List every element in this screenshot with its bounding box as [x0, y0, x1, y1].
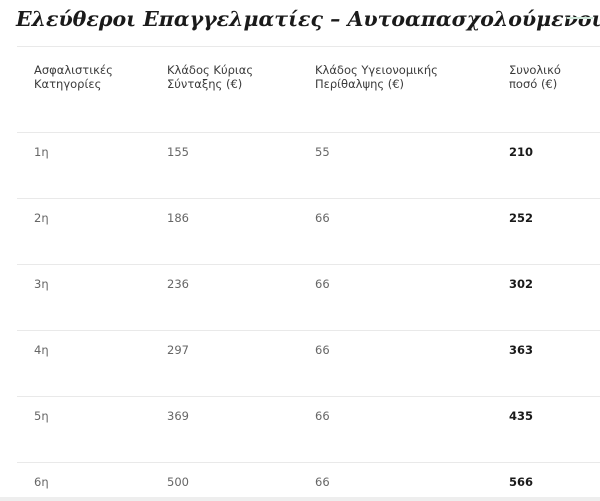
category-cell: 6η [34, 475, 49, 489]
table-row: 2η 186 66 252 [17, 199, 600, 265]
table-row: 5η 369 66 435 [17, 397, 600, 463]
title-decoration-rule [567, 17, 593, 19]
pension-cell: 236 [167, 277, 189, 291]
horizontal-scrollbar[interactable] [0, 497, 600, 501]
total-cell: 566 [509, 475, 534, 489]
header-total-amount: Συνολικό ποσό (€) [509, 63, 561, 91]
category-cell: 1η [34, 145, 49, 159]
table-row: 3η 236 66 302 [17, 265, 600, 331]
table-row: 1η 155 55 210 [17, 133, 600, 199]
header-main-pension: Κλάδος Κύριας Σύνταξης (€) [167, 63, 254, 91]
health-cell: 66 [315, 409, 330, 423]
pension-cell: 297 [167, 343, 189, 357]
header-health-care: Κλάδος Υγειονομικής Περίθαλψης (€) [315, 63, 438, 91]
table-row: 4η 297 66 363 [17, 331, 600, 397]
category-cell: 3η [34, 277, 49, 291]
total-cell: 302 [509, 277, 534, 291]
pension-cell: 369 [167, 409, 189, 423]
pension-cell: 155 [167, 145, 189, 159]
table-header-row: Ασφαλιστικές Κατηγορίες Κλάδος Κύριας Σύ… [17, 47, 600, 133]
health-cell: 55 [315, 145, 330, 159]
table-row: 6η 500 66 566 [17, 463, 600, 499]
page-title: Ελεύθεροι Επαγγελματίες – Αυτοαπασχολούμ… [16, 7, 600, 31]
health-cell: 66 [315, 211, 330, 225]
health-cell: 66 [315, 277, 330, 291]
header-insurance-category: Ασφαλιστικές Κατηγορίες [34, 63, 113, 91]
category-cell: 5η [34, 409, 49, 423]
contributions-table: Ασφαλιστικές Κατηγορίες Κλάδος Κύριας Σύ… [17, 46, 600, 499]
total-cell: 210 [509, 145, 534, 159]
health-cell: 66 [315, 475, 330, 489]
total-cell: 363 [509, 343, 534, 357]
total-cell: 252 [509, 211, 534, 225]
health-cell: 66 [315, 343, 330, 357]
category-cell: 4η [34, 343, 49, 357]
total-cell: 435 [509, 409, 534, 423]
category-cell: 2η [34, 211, 49, 225]
pension-cell: 500 [167, 475, 189, 489]
pension-cell: 186 [167, 211, 189, 225]
